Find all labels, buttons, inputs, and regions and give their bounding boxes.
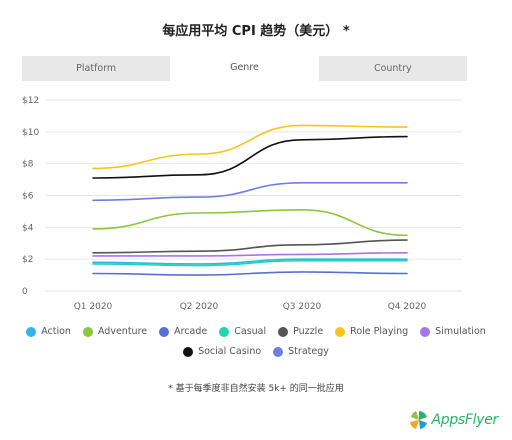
legend-swatch [219, 326, 230, 337]
legend-swatch [273, 346, 284, 357]
legend-swatch [278, 326, 289, 337]
legend-label: Social Casino [198, 346, 262, 357]
legend-item-social-casino[interactable]: Social Casino [183, 346, 261, 357]
legend-item-simulation[interactable]: Simulation [420, 326, 486, 337]
tab-genre[interactable]: Genre [170, 55, 319, 81]
y-tick-label: $10 [22, 128, 39, 138]
legend-item-adventure[interactable]: Adventure [82, 326, 148, 337]
legend-item-puzzle[interactable]: Puzzle [278, 326, 323, 337]
x-tick-label: Q4 2020 [388, 302, 427, 312]
series-line-arcade [92, 271, 408, 276]
tab-bar: Platform Genre Country [22, 55, 467, 81]
tab-country[interactable]: Country [373, 63, 412, 74]
legend-label: Arcade [174, 326, 208, 337]
legend-item-arcade[interactable]: Arcade [159, 326, 207, 337]
legend-item-strategy[interactable]: Strategy [273, 346, 329, 357]
legend-item-casual[interactable]: Casual [219, 326, 266, 337]
legend-label: Role Playing [350, 326, 409, 337]
series-line-strategy [92, 181, 408, 202]
x-tick-label: Q1 2020 [74, 302, 113, 312]
series-line-adventure [92, 209, 408, 237]
legend-row: Action Adventure Arcade Casual Puzzle Role Pl… [0, 326, 512, 337]
chart-title: 每应用平均 CPI 趋势（美元） * [162, 24, 350, 39]
legend-label: Adventure [97, 326, 148, 337]
legend-swatch [159, 326, 170, 337]
chart-legend: Action Adventure Arcade Casual Puzzle Role Pl… [0, 326, 512, 366]
y-tick-label: $6 [22, 192, 34, 202]
legend-swatch [26, 326, 37, 337]
legend-label: Simulation [435, 326, 486, 337]
legend-swatch [82, 326, 93, 337]
tab-platform[interactable]: Platform [76, 63, 117, 74]
series-line-action [92, 258, 408, 265]
legend-label: Puzzle [293, 326, 324, 337]
y-tick-label: 0 [22, 287, 28, 297]
footnote: * 基于每季度非自然安装 5k+ 的同一批应用 [168, 384, 344, 394]
series-line-role-playing [92, 124, 408, 170]
legend-label: Casual [234, 326, 267, 337]
y-tick-label: $8 [22, 160, 34, 170]
legend-swatch [420, 326, 431, 337]
appsflyer-logo-icon [410, 411, 428, 429]
y-tick-label: $4 [22, 223, 34, 233]
series-line-casual [92, 259, 408, 267]
appsflyer-logo-text: AppsFlyer [431, 412, 498, 428]
legend-swatch [335, 326, 346, 337]
series-line-simulation [92, 252, 408, 257]
x-tick-label: Q3 2020 [283, 302, 322, 312]
legend-row: Social Casino Strategy [0, 346, 512, 357]
x-tick-label: Q2 2020 [180, 302, 219, 312]
legend-label: Strategy [288, 346, 329, 357]
series-line-social-casino [92, 135, 408, 179]
y-tick-label: $2 [22, 255, 33, 265]
legend-item-action[interactable]: Action [26, 326, 71, 337]
y-tick-label: $12 [22, 96, 39, 106]
series-line-puzzle [92, 239, 408, 254]
legend-label: Action [41, 326, 71, 337]
legend-swatch [183, 346, 194, 357]
appsflyer-logo: AppsFlyer [409, 410, 498, 430]
line-chart: 0 $2 $4 $6 $8 $10 $12 Q1 2020 Q2 2020 Q3 2020 Q4 2… [22, 96, 462, 312]
legend-item-role-playing[interactable]: Role Playing [335, 326, 408, 337]
